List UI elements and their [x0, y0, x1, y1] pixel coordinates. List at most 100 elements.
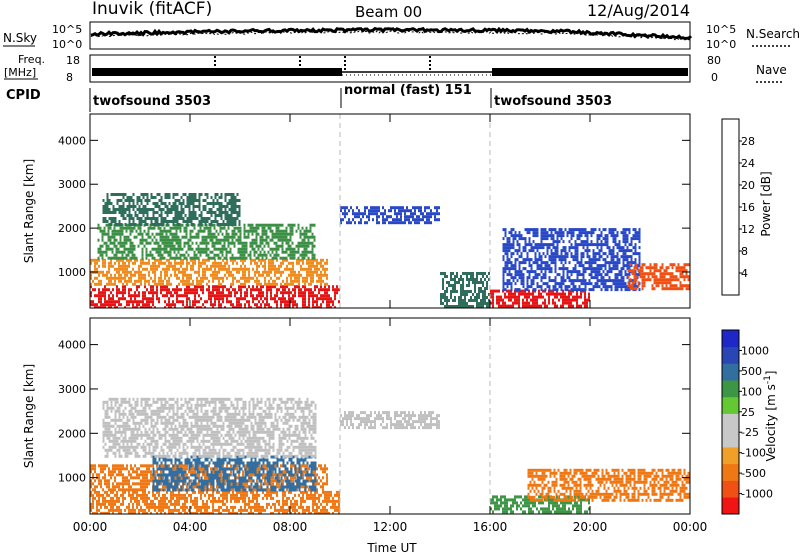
scatter-cell: [212, 285, 214, 289]
scatter-cell: [120, 493, 122, 497]
scatter-cell: [592, 270, 595, 274]
scatter-cell: [582, 252, 585, 256]
scatter-cell: [196, 291, 198, 295]
scatter-cell: [110, 217, 113, 220]
scatter-cell: [221, 244, 224, 248]
scatter-cell: [546, 231, 549, 235]
scatter-cell: [118, 211, 121, 214]
scatter-cell: [254, 502, 256, 506]
scatter-cell: [268, 288, 270, 292]
scatter-cell: [152, 214, 155, 217]
scatter-cell: [256, 499, 258, 503]
scatter-cell: [160, 508, 162, 512]
scatter-cell: [287, 223, 290, 227]
scatter-cell: [612, 261, 615, 265]
scatter-cell: [510, 292, 512, 296]
scatter-cell: [574, 270, 577, 274]
scatter-cell: [271, 232, 274, 236]
scatter-cell: [123, 235, 126, 239]
scatter-cell: [203, 238, 206, 242]
scatter-cell: [616, 252, 619, 256]
scatter-cell: [211, 241, 214, 245]
scatter-cell: [108, 482, 110, 486]
scatter-cell: [592, 285, 595, 289]
scatter-cell: [655, 269, 658, 273]
scatter-cell: [201, 250, 204, 254]
scatter-cell: [612, 264, 615, 268]
scatter-cell: [232, 496, 234, 500]
scatter-cell: [177, 235, 180, 239]
scatter-cell: [176, 273, 178, 277]
scatter-cell: [570, 304, 572, 308]
scatter-cell: [92, 511, 94, 514]
scatter-cell: [103, 232, 106, 236]
scatter-cell: [544, 282, 547, 286]
scatter-cell: [647, 266, 650, 270]
scatter-cell: [152, 490, 154, 494]
scatter-cell: [492, 304, 494, 308]
scatter-cell: [290, 270, 292, 274]
scatter-cell: [188, 508, 190, 512]
scatter-cell: [622, 249, 625, 253]
scatter-cell: [677, 287, 680, 291]
scatter-cell: [174, 270, 176, 274]
scatter-cell: [186, 285, 188, 289]
scatter-cell: [454, 287, 456, 290]
scatter-cell: [94, 303, 96, 307]
scatter-cell: [108, 306, 110, 308]
scatter-cell: [608, 279, 611, 283]
scatter-cell: [230, 205, 233, 208]
scatter-cell: [556, 288, 559, 292]
scatter-cell: [158, 264, 160, 268]
scatter-cell: [273, 247, 276, 251]
scatter-cell: [310, 279, 312, 283]
scatter-cell: [186, 505, 188, 509]
scatter-cell: [144, 211, 147, 214]
scatter-cell: [218, 291, 220, 295]
scatter-cell: [293, 256, 296, 260]
scatter-cell: [498, 289, 500, 293]
scatter-cell: [514, 264, 517, 268]
scatter-cell: [520, 279, 523, 283]
scatter-cell: [309, 250, 312, 254]
scatter-cell: [226, 267, 228, 271]
scatter-cell: [624, 270, 627, 274]
scatter-cell: [200, 511, 202, 514]
scatter-cell: [204, 220, 207, 223]
scatter-cell: [242, 273, 244, 277]
scatter-cell: [326, 291, 328, 295]
scatter-cell: [287, 241, 290, 245]
scatter-cell: [214, 508, 216, 512]
scatter-cell: [226, 220, 229, 223]
scatter-cell: [111, 250, 114, 254]
scatter-cell: [256, 496, 258, 500]
scatter-cell: [98, 499, 100, 503]
scatter-cell: [143, 238, 146, 242]
scatter-cell: [606, 288, 609, 292]
scatter-cell: [504, 249, 507, 253]
scatter-cell: [188, 196, 191, 199]
scatter-cell: [222, 294, 224, 298]
scatter-cell: [566, 295, 568, 299]
scatter-cell: [538, 264, 541, 268]
scatter-cell: [562, 231, 565, 235]
scatter-cell: [232, 306, 234, 308]
noise-search-trace: [90, 30, 692, 41]
scatter-cell: [562, 246, 565, 250]
scatter-cell: [630, 261, 633, 265]
scatter-cell: [213, 256, 216, 260]
scatter-cell: [606, 285, 609, 289]
scatter-cell: [301, 250, 304, 254]
scatter-cell: [227, 244, 230, 248]
scatter-cell: [112, 496, 114, 500]
scatter-cell: [580, 273, 583, 277]
scatter-cell: [548, 288, 551, 292]
scatter-cell: [302, 294, 304, 298]
scatter-cell: [186, 300, 188, 304]
scatter-cell: [102, 499, 104, 503]
scatter-cell: [679, 284, 682, 288]
scatter-cell: [110, 261, 112, 265]
scatter-cell: [100, 479, 102, 483]
scatter-cell: [568, 231, 571, 235]
scatter-cell: [626, 228, 629, 232]
